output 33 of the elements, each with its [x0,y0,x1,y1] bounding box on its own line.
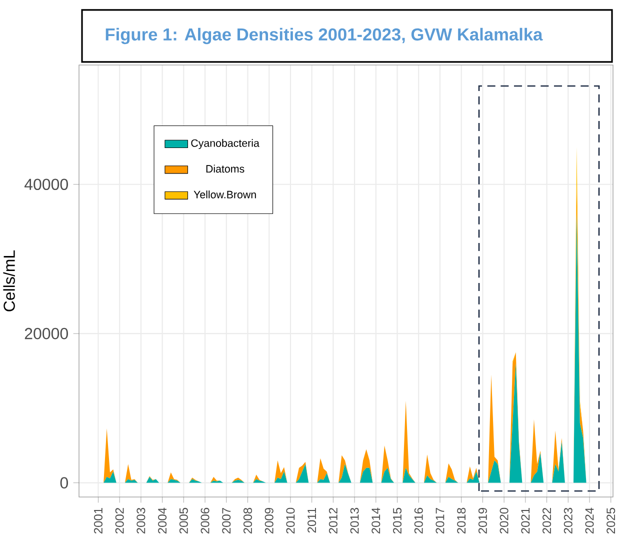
y-axis-title: Cells/mL [3,250,15,312]
x-tick-label: 2025 [606,508,616,534]
x-tick-label: 2017 [436,508,444,534]
y-tick-label: 0 [60,477,68,488]
x-tick-label: 2019 [478,508,487,534]
x-tick-label: 2023 [564,508,572,534]
x-tick-label: 2016 [414,508,423,534]
x-tick-label: 2001 [94,508,102,534]
legend-label: Diatoms [206,164,244,173]
x-tick-label: 2011 [308,508,316,533]
x-tick-label: 2013 [350,508,359,534]
y-tick-label: 40000 [24,178,68,190]
x-tick-label: 2020 [500,508,508,534]
x-tick-label: 2007 [222,508,231,534]
x-tick-label: 2018 [457,508,466,534]
x-tick-label: 2022 [542,508,552,534]
x-tick-label: 2006 [200,508,210,534]
legend-label: Yellow.Brown [194,190,256,198]
x-tick-label: 2024 [585,508,594,534]
x-tick-label: 2012 [328,508,338,534]
x-tick-label: 2015 [393,508,402,534]
x-tick-label: 2004 [158,508,167,534]
x-tick-label: 2010 [286,508,295,534]
x-tick-label: 2003 [136,508,146,534]
x-tick-label: 2002 [115,508,124,534]
x-tick-label: 2005 [179,508,188,534]
y-tick-label: 20000 [24,328,68,340]
legend-label: Cyanobacteria [191,139,260,150]
chart-title: Figure 1: Algae Densities 2001-2023, GVW Kalamalka [106,28,543,44]
x-tick-label: 2008 [243,508,252,534]
x-tick-label: 2009 [264,508,274,534]
x-tick-label: 2021 [521,508,530,534]
x-tick-label: 2014 [372,508,380,534]
